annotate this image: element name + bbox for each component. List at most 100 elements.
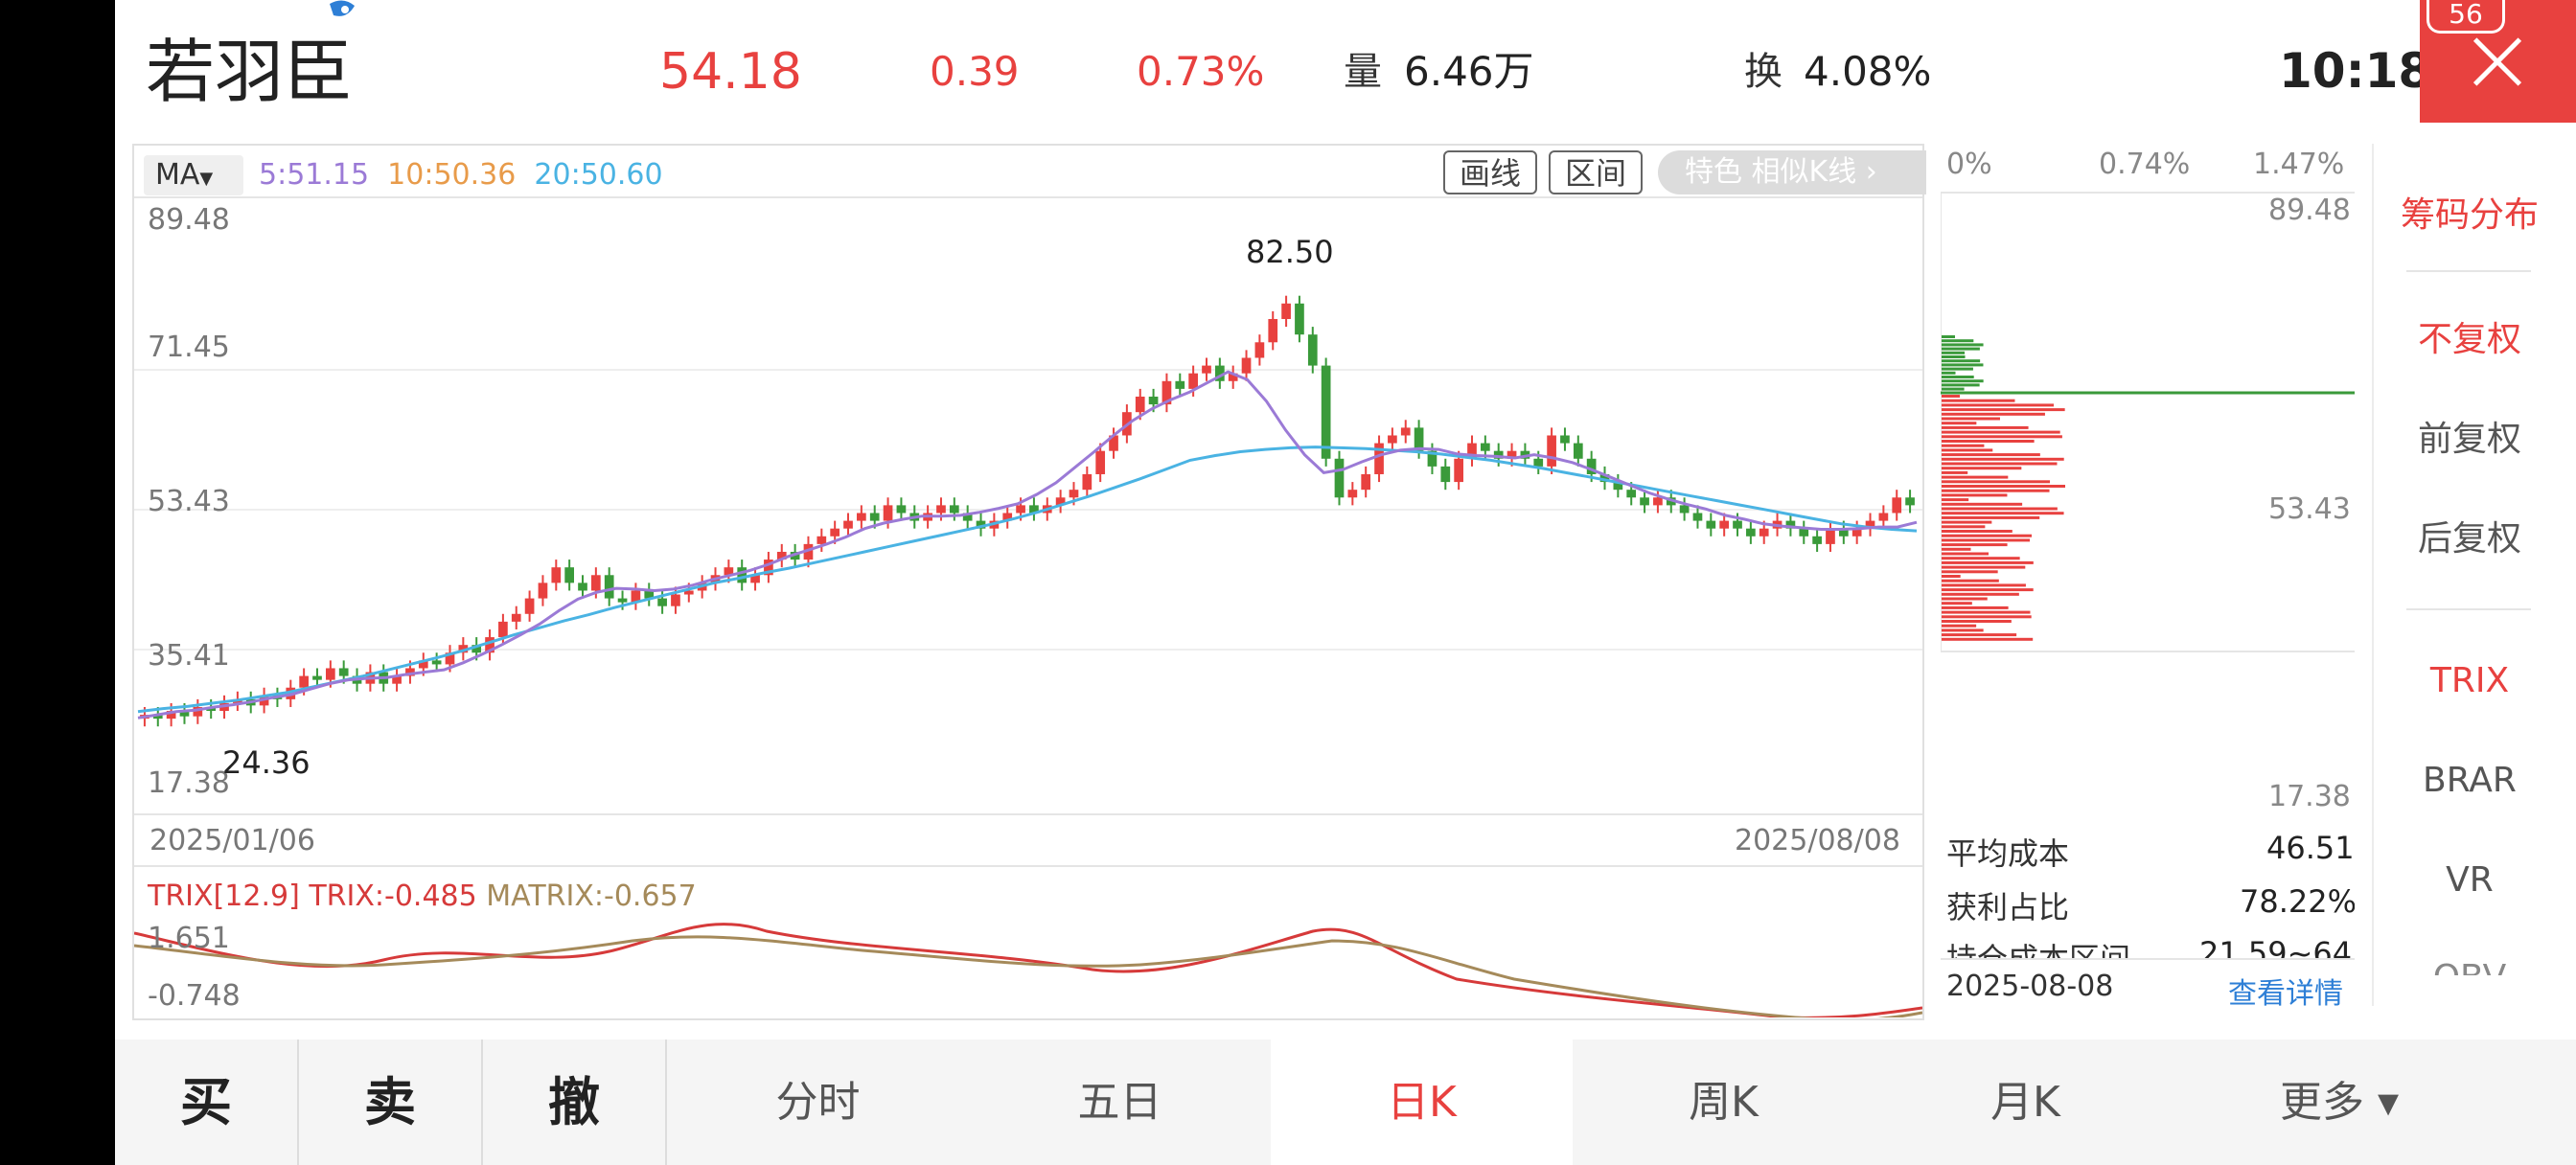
candle: [617, 598, 628, 603]
view-detail-link[interactable]: 查看详情: [2228, 977, 2343, 1011]
y-tick-0: 89.48: [148, 203, 230, 237]
chip-bar-profit: [1941, 502, 2023, 506]
chip-bar-profit: [1941, 552, 1990, 556]
chip-bar-loss: [1941, 383, 1980, 387]
candle: [458, 645, 469, 653]
quote-header: 若羽臣 54.18 0.39 0.73% 量 6.46万 换 4.08% 10:…: [115, 0, 2576, 142]
profit-label: 获利占比: [1946, 889, 2070, 925]
chip-bar-loss: [1941, 371, 1956, 375]
chip-bar-profit: [1941, 543, 2008, 547]
candle: [472, 645, 482, 653]
volume-label: 量: [1344, 50, 1382, 94]
trix-bottom-tick: -0.748: [148, 979, 241, 1013]
tab-monthly-k[interactable]: 月K: [1990, 1078, 2060, 1127]
indicator-vr[interactable]: VR: [2446, 860, 2494, 900]
sell-button[interactable]: 卖: [364, 1072, 416, 1132]
ma-selector[interactable]: MA▼: [144, 155, 243, 195]
candle: [524, 598, 535, 614]
candle: [1653, 497, 1663, 506]
chip-price-bottom: 17.38: [2268, 780, 2351, 813]
candle: [1188, 373, 1198, 389]
price-gridlines: [134, 369, 1922, 651]
ma5-line: [137, 370, 1918, 720]
ma10-value: 10:50.36: [387, 158, 517, 192]
chip-bar-profit: [1941, 425, 2029, 429]
tab-daily-k[interactable]: 日K: [1271, 1039, 1573, 1165]
y-tick-3: 35.41: [148, 639, 230, 673]
chip-bar-loss: [1941, 367, 1973, 371]
volume-value: 6.46万: [1404, 48, 1534, 95]
candle: [1467, 443, 1477, 459]
ma20-line: [137, 445, 1918, 714]
candle: [1016, 505, 1025, 514]
candle: [724, 567, 734, 576]
chip-bar-profit: [1941, 444, 1985, 447]
chip-bar-profit: [1941, 493, 2008, 497]
tab-five-day[interactable]: 五日: [1077, 1078, 1162, 1127]
chip-bar-loss: [1941, 387, 1965, 391]
similar-kline-button[interactable]: 特色 相似K线 ›: [1658, 150, 1926, 194]
candle: [431, 660, 442, 665]
no-adjust-option[interactable]: 不复权: [2417, 320, 2521, 359]
candle: [325, 668, 335, 680]
indicator-trix[interactable]: TRIX: [2429, 661, 2510, 700]
candle: [1852, 528, 1862, 537]
chip-bar-profit: [1941, 592, 2019, 596]
candle: [1175, 380, 1185, 389]
chip-bar-profit: [1941, 610, 2031, 614]
tab-weekly-k[interactable]: 周K: [1689, 1078, 1759, 1127]
chip-bar-loss: [1941, 343, 1984, 347]
matrix-line: [134, 935, 1922, 1017]
candle: [1307, 334, 1318, 366]
candle: [857, 513, 866, 521]
candle: [1520, 450, 1530, 459]
trix-line: [134, 923, 1922, 1017]
tab-more[interactable]: 更多 ▾: [2279, 1078, 2400, 1127]
candle: [1799, 528, 1809, 537]
draw-line-button[interactable]: 画线: [1443, 150, 1537, 194]
candle: [1547, 435, 1556, 467]
chip-bar-profit: [1941, 395, 1960, 398]
tab-intraday[interactable]: 分时: [775, 1078, 861, 1127]
backward-adjust-option[interactable]: 后复权: [2417, 519, 2521, 559]
candle: [1082, 473, 1092, 491]
trix-indicator: [134, 923, 1922, 1017]
candle: [1759, 528, 1769, 537]
indicator-brar[interactable]: BRAR: [2423, 761, 2517, 800]
candle: [1055, 497, 1066, 506]
candle: [1706, 520, 1716, 529]
candle: [869, 513, 880, 521]
chip-bar-profit: [1941, 565, 2026, 569]
chip-bar-profit: [1941, 412, 2045, 416]
candle: [1029, 505, 1039, 514]
range-button[interactable]: 区间: [1549, 150, 1643, 194]
chip-bar-profit: [1941, 538, 2031, 542]
turnover-label: 换: [1744, 50, 1782, 94]
stock-app: 若羽臣 54.18 0.39 0.73% 量 6.46万 换 4.08% 10:…: [115, 0, 2576, 1165]
chip-bar-loss: [1941, 363, 1984, 367]
buy-button[interactable]: 买: [180, 1072, 232, 1132]
y-tick-4: 17.38: [148, 766, 230, 800]
ma20-value: 20:50.60: [534, 158, 663, 192]
chip-bar-profit: [1941, 637, 2034, 641]
indicator-obv[interactable]: OBV: [2374, 954, 2565, 975]
forward-adjust-option[interactable]: 前复权: [2417, 420, 2521, 459]
candle: [1388, 435, 1397, 444]
candle: [1878, 513, 1889, 521]
chip-date: 2025-08-08: [1946, 970, 2114, 1003]
cost-range-value: 21.59~64.69: [2199, 935, 2355, 958]
candle: [498, 621, 508, 638]
y-tick-1: 71.45: [148, 331, 230, 364]
chip-bar-profit: [1941, 498, 1969, 502]
candle: [591, 575, 601, 591]
chip-bar-profit: [1941, 620, 2012, 623]
candle: [1692, 513, 1703, 521]
chip-bar-profit: [1941, 403, 2055, 407]
chip-bar-profit: [1941, 489, 2050, 492]
cancel-order-button[interactable]: 撤: [548, 1072, 600, 1132]
chip-distribution-toggle[interactable]: 筹码分布: [2400, 195, 2539, 235]
chip-distribution-panel[interactable]: 0% 0.74% 1.47% 89.48 53.43 17.38: [1941, 144, 2355, 819]
kline-chart-panel[interactable]: MA▼ 5:51.15 10:50.36 20:50.60 画线 区间 特色 相…: [132, 144, 1926, 1020]
notification-badge: 56: [2426, 0, 2505, 34]
chip-bar-profit: [1941, 579, 1999, 582]
